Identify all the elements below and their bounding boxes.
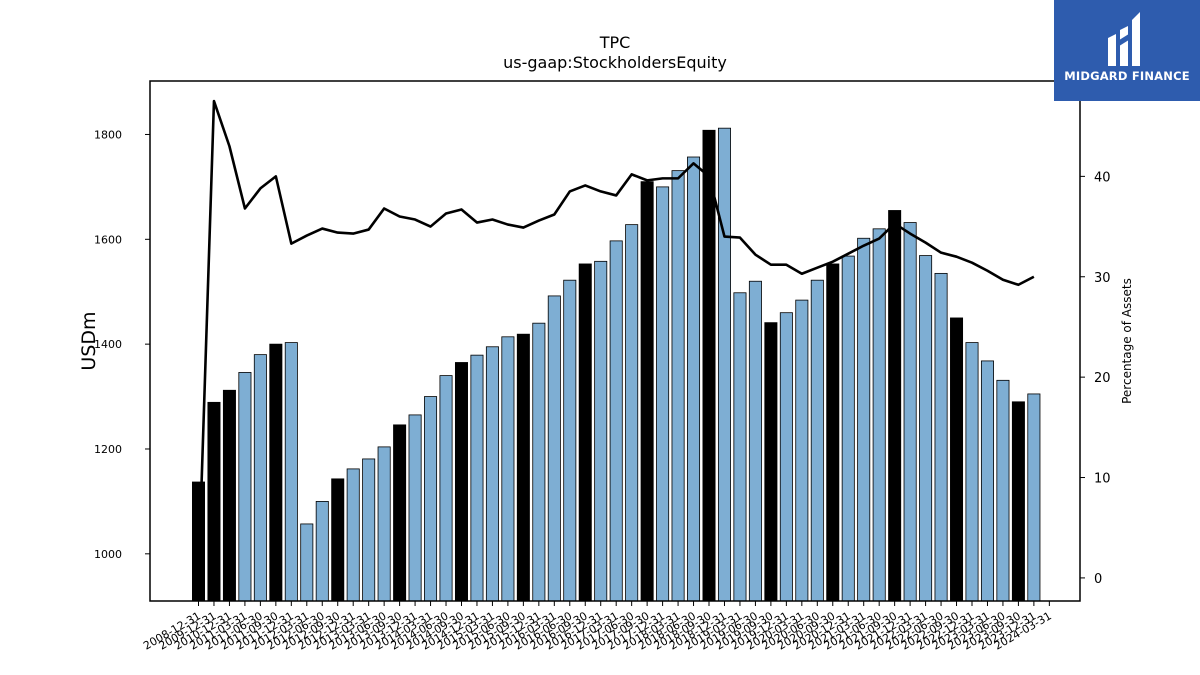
bar	[300, 523, 314, 602]
chart-title: TPC	[599, 33, 631, 52]
bar	[640, 181, 654, 602]
y-tick-label: 1600	[94, 233, 122, 246]
bar	[532, 322, 546, 602]
bar	[795, 299, 809, 602]
bar	[888, 210, 902, 602]
bar	[702, 129, 716, 602]
bar	[238, 372, 252, 602]
y2-tick-label: 20	[1094, 371, 1111, 386]
bar	[408, 414, 422, 602]
bar	[810, 279, 824, 602]
percentage-line	[197, 99, 1035, 578]
y2-tick-label: 10	[1094, 472, 1111, 487]
bar	[826, 263, 840, 602]
bar	[748, 280, 762, 602]
bar	[996, 379, 1010, 602]
line-series	[197, 99, 1035, 578]
bar	[980, 360, 994, 602]
bar	[903, 222, 917, 602]
bar	[547, 295, 561, 602]
bar	[764, 322, 778, 602]
bar	[950, 317, 964, 602]
y-tick-label: 1400	[94, 338, 122, 351]
bar	[1011, 401, 1025, 602]
y-tick-label: 1800	[94, 128, 122, 141]
x-axis: 2008-12-312009-12-312010-12-312011-03-31…	[141, 601, 1054, 653]
y-axis-label: USDm	[78, 311, 100, 370]
bar	[346, 468, 360, 602]
bar	[625, 224, 639, 602]
bar	[470, 354, 484, 602]
bar	[253, 354, 267, 602]
bar	[872, 228, 886, 602]
plot-frame	[149, 80, 1081, 602]
bar	[424, 396, 438, 602]
bar	[485, 346, 499, 602]
bar	[284, 342, 298, 602]
bar	[733, 292, 747, 602]
bar	[687, 156, 701, 602]
y-axis-left: 1000 1200 1400 1600 1800	[94, 128, 150, 561]
bar	[919, 255, 933, 602]
bar	[393, 424, 407, 602]
bar	[454, 362, 468, 602]
brand-logo: MIDGARD FINANCE	[1054, 0, 1200, 101]
bar	[439, 375, 453, 602]
chart-subtitle: us-gaap:StockholdersEquity	[503, 53, 727, 72]
y-tick-label: 1000	[94, 548, 122, 561]
bar-series	[191, 127, 1041, 602]
bar	[671, 170, 685, 602]
bar	[656, 186, 670, 602]
logo-text: MIDGARD FINANCE	[1064, 69, 1190, 83]
bar	[362, 458, 376, 602]
bar	[609, 240, 623, 602]
bar	[841, 255, 855, 602]
bar	[578, 263, 592, 602]
bar	[501, 336, 515, 602]
bar	[207, 401, 221, 602]
bar	[594, 260, 608, 602]
bar	[222, 389, 236, 602]
bar	[377, 446, 391, 602]
bar	[857, 237, 871, 602]
bar	[717, 127, 731, 602]
y-tick-label: 1200	[94, 443, 122, 456]
bar	[1027, 393, 1041, 602]
y2-axis-label: Percentage of Assets	[1120, 278, 1134, 404]
bar	[934, 272, 948, 602]
bar	[315, 500, 329, 602]
bar	[516, 333, 530, 602]
bar	[269, 343, 283, 602]
bar	[779, 312, 793, 602]
bar	[331, 478, 345, 602]
y2-tick-label: 0	[1094, 572, 1102, 587]
bar	[965, 342, 979, 602]
y2-tick-label: 30	[1094, 271, 1111, 286]
y2-tick-label: 40	[1094, 170, 1111, 185]
logo-mark-icon	[1108, 12, 1140, 66]
bar	[563, 279, 577, 602]
y-axis-right: 0 10 20 30 40	[1080, 170, 1111, 587]
